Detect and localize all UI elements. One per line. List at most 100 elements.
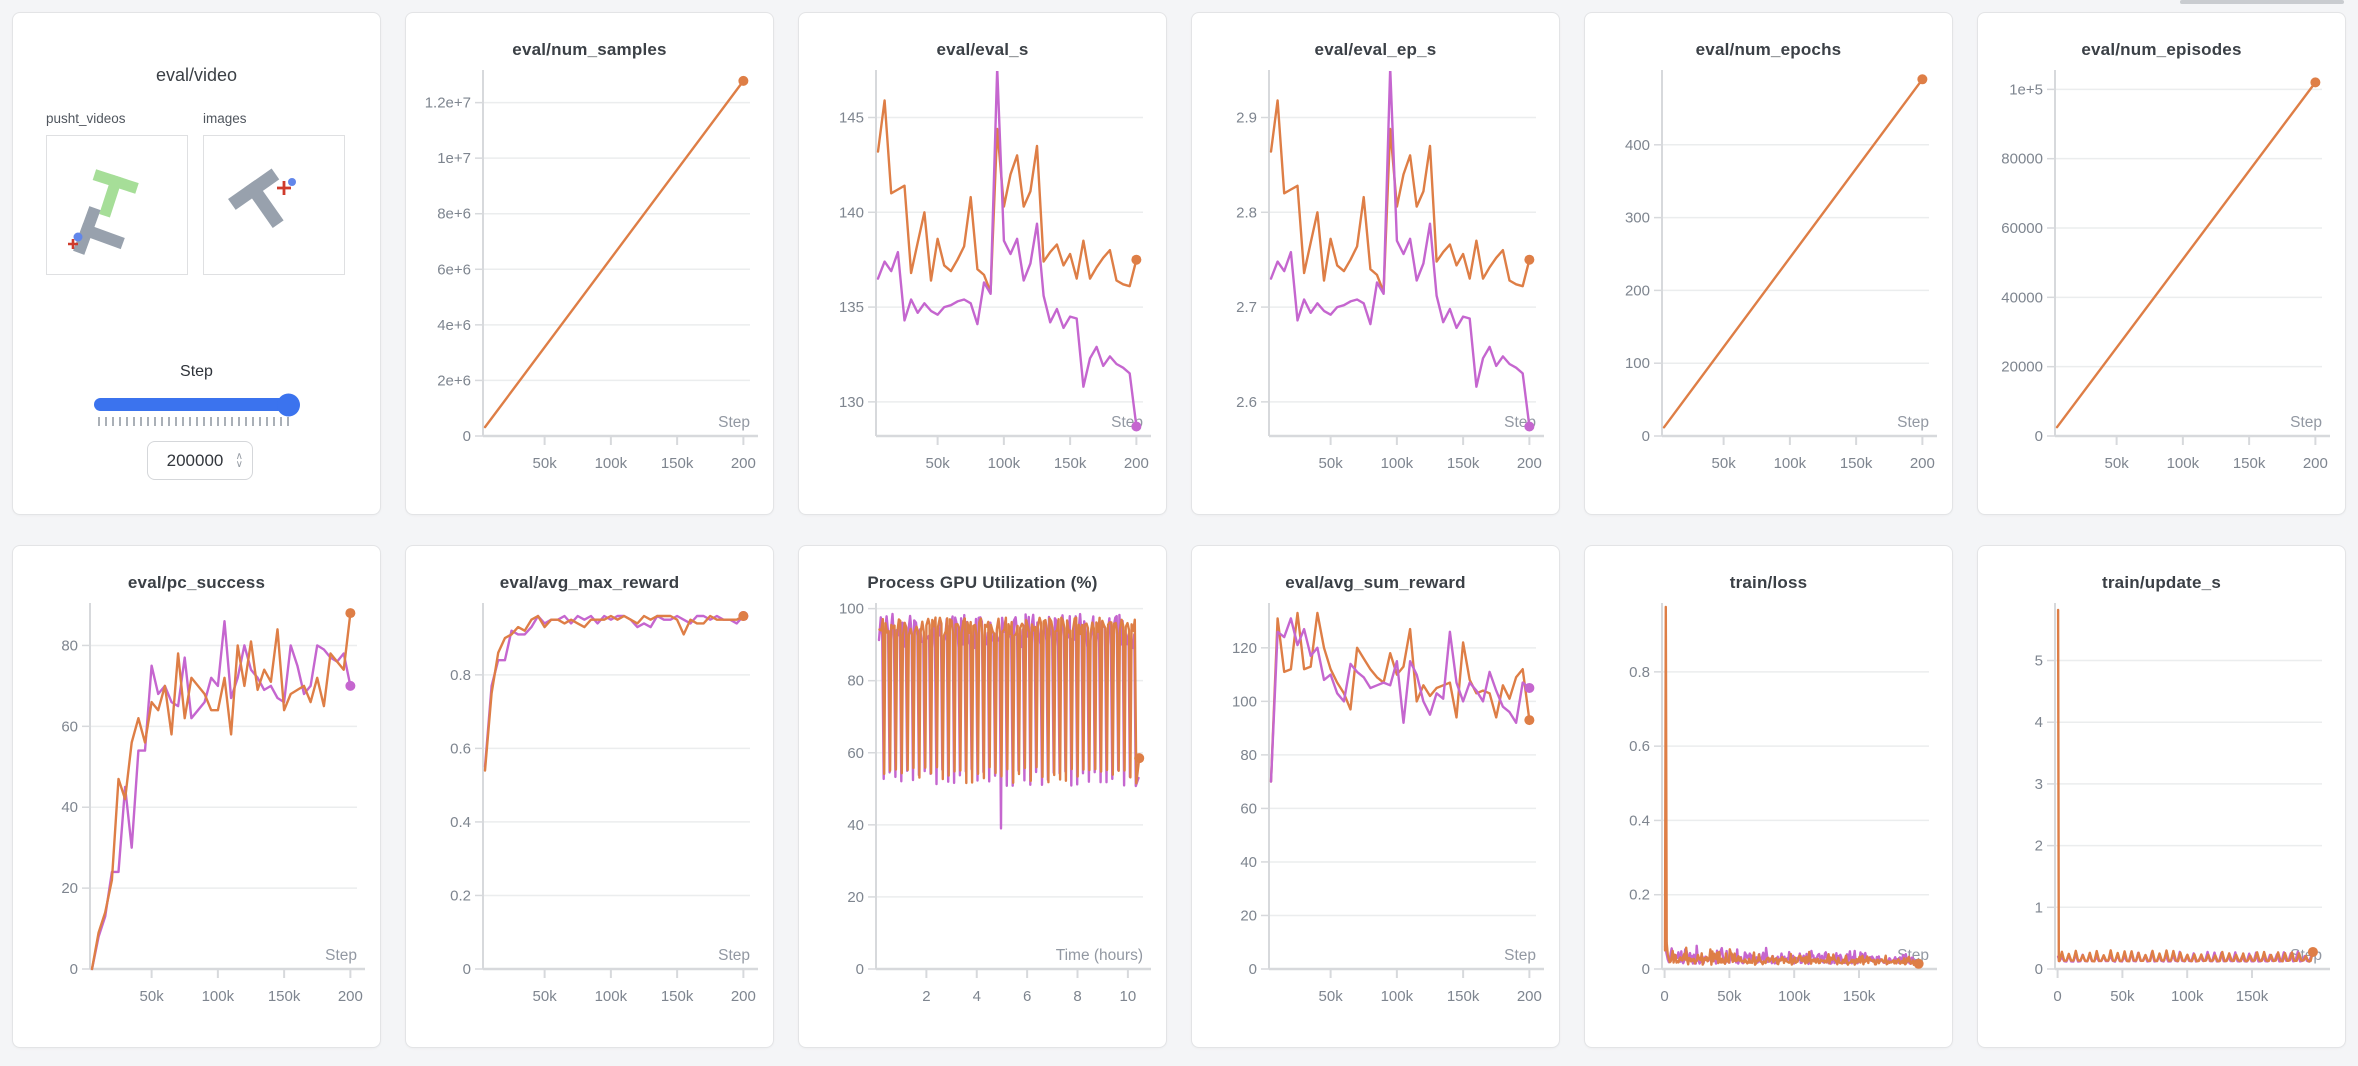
svg-text:8: 8	[1073, 988, 1081, 1005]
svg-text:0.2: 0.2	[1629, 887, 1650, 904]
gray-t-shape	[228, 168, 284, 229]
agent-dot	[73, 232, 83, 242]
stepper-down-icon[interactable]: ∨	[235, 458, 243, 470]
svg-text:0: 0	[2053, 988, 2061, 1005]
step-number-input[interactable]: 200000 ∧ ∨	[147, 441, 253, 480]
svg-text:200: 200	[2303, 455, 2328, 472]
svg-text:200: 200	[1625, 282, 1650, 299]
chart-canvas[interactable]: 0 20 40 60 80 100 120 50k 100k 150k 200 Step	[1192, 595, 1559, 1031]
svg-text:150k: 150k	[2233, 455, 2266, 472]
series-line-run-orange	[1269, 99, 1531, 294]
svg-text:0: 0	[1642, 961, 1650, 978]
chart-panel-eval-ep-s: eval/eval_ep_s 2.6 2.7 2.8 2.9 50k 100k 150k 20…	[1191, 12, 1560, 515]
series-line-run-orange	[90, 611, 352, 971]
svg-text:200: 200	[1517, 988, 1542, 1005]
svg-text:50k: 50k	[1712, 455, 1737, 472]
stepper-arrows[interactable]: ∧ ∨	[235, 450, 243, 470]
chart-panel-train-update-s: train/update_s 0 1 2 3 4 5 0 50k 100k 150k Step	[1977, 545, 2346, 1048]
series-line-run-orange	[1662, 78, 1924, 429]
chart-canvas[interactable]: 0 20 40 60 80 50k 100k 150k 200 Step	[13, 595, 380, 1031]
svg-text:80: 80	[1240, 747, 1257, 764]
svg-text:150k: 150k	[1843, 988, 1876, 1005]
chart-canvas[interactable]: 2.6 2.7 2.8 2.9 50k 100k 150k 200 Step	[1192, 62, 1559, 498]
svg-text:100k: 100k	[988, 455, 1021, 472]
svg-text:4: 4	[2035, 714, 2043, 731]
svg-text:0: 0	[856, 961, 864, 978]
svg-text:400: 400	[1625, 137, 1650, 154]
svg-text:0.4: 0.4	[1629, 812, 1650, 829]
chart-panel-pc-success: eval/pc_success 0 20 40 60 80 50k 100k 150k 200 S…	[12, 545, 381, 1048]
svg-text:100k: 100k	[1381, 988, 1414, 1005]
chart-canvas[interactable]: 0 1 2 3 4 5 0 50k 100k 150k Step	[1978, 595, 2345, 1031]
svg-text:120: 120	[1232, 640, 1257, 657]
svg-text:0: 0	[1660, 988, 1668, 1005]
svg-text:200: 200	[338, 988, 363, 1005]
series-line-run-orange	[1663, 605, 1920, 966]
media-label-pusht-videos: pusht_videos	[46, 111, 126, 126]
svg-text:10: 10	[1120, 988, 1137, 1005]
video-thumbnail-pusht[interactable]	[46, 135, 188, 275]
series-line-run-purple	[1269, 71, 1531, 428]
svg-text:150k: 150k	[1447, 988, 1480, 1005]
svg-text:2: 2	[2035, 838, 2043, 855]
svg-text:100k: 100k	[2167, 455, 2200, 472]
chart-canvas[interactable]: 130 135 140 145 50k 100k 150k 200 Step	[799, 62, 1166, 498]
series-line-run-orange	[483, 79, 745, 429]
step-value: 200000	[166, 450, 224, 470]
svg-text:2.8: 2.8	[1236, 204, 1257, 221]
svg-text:50k: 50k	[140, 988, 165, 1005]
svg-text:140: 140	[839, 204, 864, 221]
svg-text:Step: Step	[718, 947, 750, 964]
step-slider-ruler	[98, 417, 294, 426]
svg-text:150k: 150k	[1447, 455, 1480, 472]
chart-title: eval/num_samples	[512, 40, 667, 59]
target-cross	[277, 181, 291, 195]
svg-text:50k: 50k	[2105, 455, 2130, 472]
series-line-run-orange	[876, 99, 1138, 294]
svg-text:2e+6: 2e+6	[437, 372, 471, 389]
chart-title: eval/avg_max_reward	[499, 573, 680, 592]
svg-text:150k: 150k	[1054, 455, 1087, 472]
step-slider-track[interactable]	[94, 393, 300, 416]
chart-title: eval/pc_success	[127, 573, 266, 592]
chart-canvas[interactable]: 0 100 200 300 400 50k 100k 150k 200 Step	[1585, 62, 1952, 498]
chart-canvas[interactable]: 0 20 40 60 80 100 2 4 6 8 10 Time (hours)	[799, 595, 1166, 1031]
svg-text:1.2e+7: 1.2e+7	[425, 95, 471, 112]
svg-text:150k: 150k	[2236, 988, 2269, 1005]
svg-text:Step: Step	[2290, 414, 2322, 431]
svg-text:Step: Step	[325, 947, 357, 964]
series-line-run-purple	[483, 614, 745, 769]
svg-text:40: 40	[61, 799, 78, 816]
horizontal-scrollbar[interactable]	[2180, 0, 2344, 4]
pusht-image	[228, 168, 296, 229]
svg-text:100k: 100k	[1778, 988, 1811, 1005]
image-thumbnail[interactable]	[203, 135, 345, 275]
svg-text:0.8: 0.8	[1629, 664, 1650, 681]
chart-title: train/loss	[1729, 573, 1808, 592]
chart-canvas[interactable]: 0 0.2 0.4 0.6 0.8 0 50k 100k 150k Step	[1585, 595, 1952, 1031]
agent-dot	[288, 178, 296, 186]
chart-panel-avg-sum-reward: eval/avg_sum_reward 0 20 40 60 80 100 120 50k 10…	[1191, 545, 1560, 1048]
svg-text:60000: 60000	[2001, 220, 2043, 237]
chart-title: Process GPU Utilization (%)	[867, 573, 1098, 592]
svg-text:40: 40	[1240, 854, 1257, 871]
chart-title: eval/eval_ep_s	[1314, 40, 1437, 59]
chart-canvas[interactable]: 0 0.2 0.4 0.6 0.8 50k 100k 150k 200 Step	[406, 595, 773, 1031]
svg-text:40000: 40000	[2001, 289, 2043, 306]
series-line-run-purple	[876, 71, 1138, 428]
svg-text:100k: 100k	[1774, 455, 1807, 472]
svg-text:1: 1	[2035, 899, 2043, 916]
svg-text:50k: 50k	[1717, 988, 1742, 1005]
step-slider-thumb[interactable]	[277, 393, 300, 416]
svg-text:50k: 50k	[1319, 455, 1344, 472]
svg-text:150k: 150k	[268, 988, 301, 1005]
chart-canvas[interactable]: 0 2e+6 4e+6 6e+6 8e+6 1e+7 1.2e+7 50k 100k 150k 20…	[406, 62, 773, 498]
series-line-run-purple	[1269, 617, 1531, 783]
svg-text:80: 80	[847, 673, 864, 690]
svg-text:Step: Step	[718, 414, 750, 431]
series-line-run-purple	[90, 620, 352, 971]
svg-text:Step: Step	[1897, 414, 1929, 431]
chart-canvas[interactable]: 0 20000 40000 60000 80000 1e+5 50k 100k 150k 200 S…	[1978, 62, 2345, 498]
svg-text:2.7: 2.7	[1236, 299, 1257, 316]
stepper-up-icon[interactable]: ∧	[235, 450, 243, 462]
